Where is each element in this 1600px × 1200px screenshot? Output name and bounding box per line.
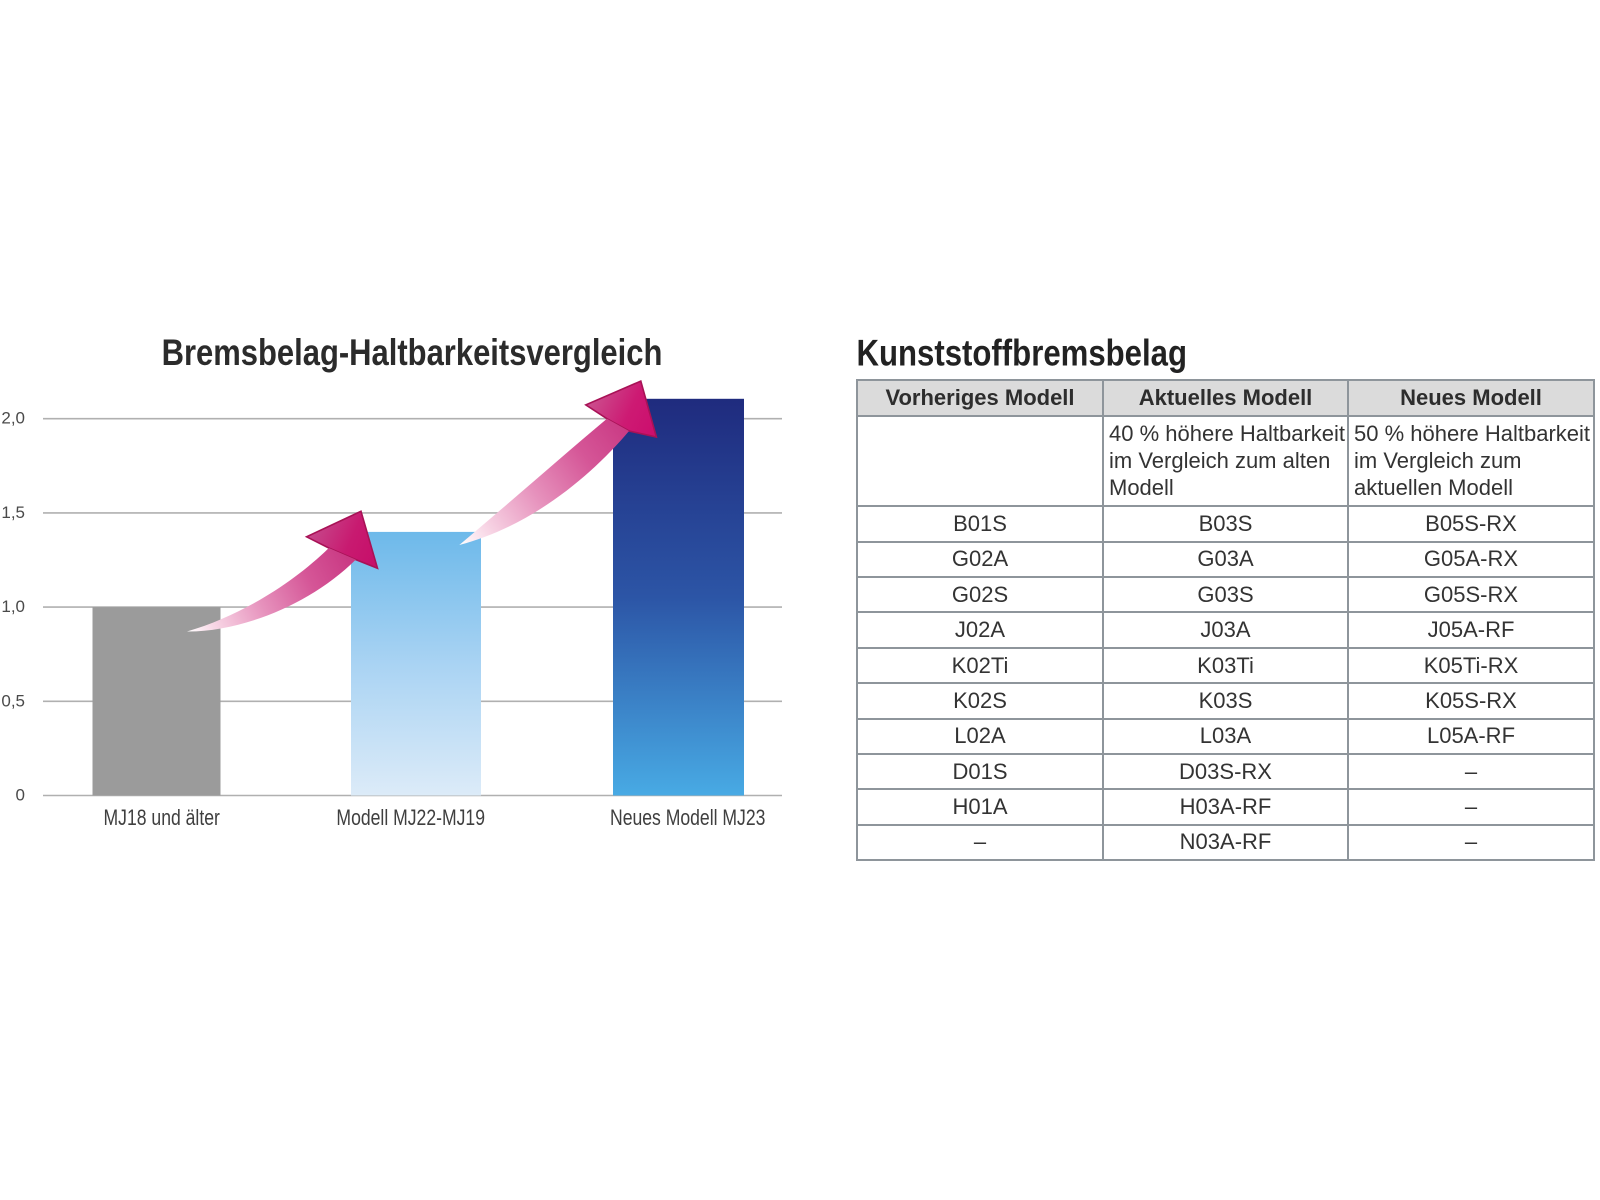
svg-text:MJ18 und älter: MJ18 und älter (104, 806, 221, 830)
svg-text:0: 0 (16, 786, 25, 805)
svg-text:1,0: 1,0 (1, 597, 25, 616)
svg-text:1,5: 1,5 (1, 503, 25, 522)
svg-text:Modell MJ22-MJ19: Modell MJ22-MJ19 (336, 806, 485, 830)
svg-text:Neues Modell MJ23: Neues Modell MJ23 (610, 806, 765, 830)
svg-text:0,5: 0,5 (1, 691, 25, 710)
svg-text:Bremsbelag-Haltbarkeitsverglei: Bremsbelag-Haltbarkeitsvergleich (162, 332, 663, 373)
svg-text:Kunststoffbremsbelag: Kunststoffbremsbelag (857, 333, 1187, 374)
svg-text:2,0: 2,0 (1, 409, 25, 428)
